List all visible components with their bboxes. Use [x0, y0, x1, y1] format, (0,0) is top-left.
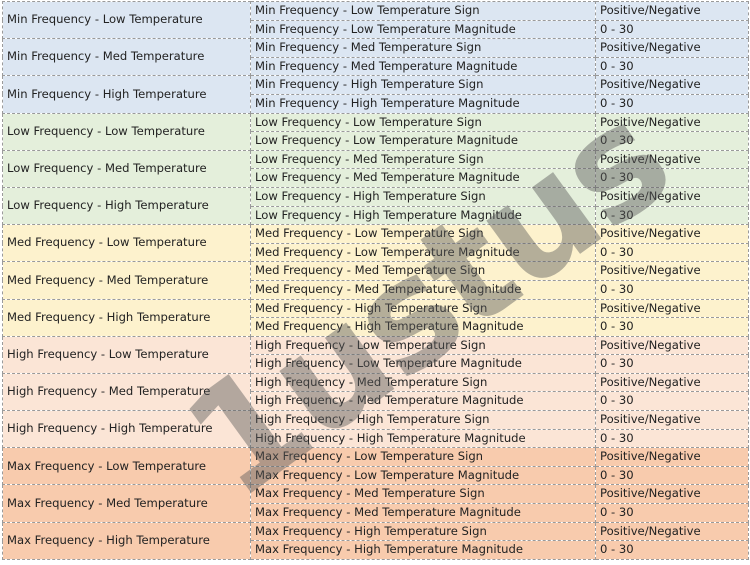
parameter-cell: Med Frequency - Low Temperature Sign: [250, 224, 596, 244]
parameter-cell: High Frequency - High Temperature Sign: [250, 410, 596, 430]
group-label-cell: Max Frequency - High Temperature: [2, 521, 251, 560]
value-range-cell: 0 - 30: [595, 279, 749, 300]
group-label-cell: Low Frequency - Low Temperature: [2, 112, 251, 151]
parameter-cell: Low Frequency - Med Temperature Magnitud…: [250, 168, 596, 188]
parameter-cell: Max Frequency - High Temperature Magnitu…: [250, 540, 596, 560]
value-range-cell: Positive/Negative: [595, 521, 749, 542]
parameter-cell: Med Frequency - High Temperature Sign: [250, 298, 596, 319]
value-range-cell: Positive/Negative: [595, 335, 749, 356]
parameter-cell: Med Frequency - Med Temperature Magnitud…: [250, 279, 596, 300]
group-label-cell: High Frequency - Low Temperature: [2, 335, 251, 374]
group-label-cell: Med Frequency - High Temperature: [2, 298, 251, 337]
parameter-cell: High Frequency - Low Temperature Sign: [250, 335, 596, 356]
group-label-cell: High Frequency - High Temperature: [2, 410, 251, 449]
value-range-cell: Positive/Negative: [595, 186, 749, 207]
group-label-cell: High Frequency - Med Temperature: [2, 372, 251, 412]
table-row: Low Frequency - Med Temperature Low Frequ…: [2, 149, 749, 188]
value-range-cell: Positive/Negative: [595, 224, 749, 244]
value-range-cell: 0 - 30: [595, 56, 749, 77]
group-label-cell: Min Frequency - Low Temperature: [2, 0, 251, 40]
parameter-cell: High Frequency - Med Temperature Sign: [250, 372, 596, 393]
value-range-cell: Positive/Negative: [595, 484, 749, 505]
parameter-cell: Max Frequency - Med Temperature Sign: [250, 484, 596, 505]
parameter-cell: Low Frequency - Low Temperature Magnitud…: [250, 131, 596, 151]
parameter-cell: High Frequency - Low Temperature Magnitu…: [250, 354, 596, 374]
parameter-cell: Low Frequency - Med Temperature Sign: [250, 149, 596, 170]
group-label-cell: Min Frequency - High Temperature: [2, 75, 251, 114]
value-range-cell: 0 - 30: [595, 540, 749, 560]
group-label-cell: Max Frequency - Low Temperature: [2, 447, 251, 486]
value-range-cell: Positive/Negative: [595, 298, 749, 319]
parameter-cell: Min Frequency - Med Temperature Magnitud…: [250, 56, 596, 77]
parameter-cell: Med Frequency - High Temperature Magnitu…: [250, 317, 596, 337]
group-label-cell: Med Frequency - Low Temperature: [2, 224, 251, 263]
parameter-cell: Max Frequency - High Temperature Sign: [250, 521, 596, 542]
group-label-cell: Low Frequency - Med Temperature: [2, 149, 251, 188]
value-range-cell: 0 - 30: [595, 428, 749, 449]
value-range-cell: Positive/Negative: [595, 75, 749, 95]
value-range-cell: Positive/Negative: [595, 261, 749, 281]
table-row: Med Frequency - High Temperature Med Freq…: [2, 298, 749, 337]
group-label-cell: Med Frequency - Med Temperature: [2, 261, 251, 300]
value-range-cell: 0 - 30: [595, 205, 749, 226]
value-range-cell: Positive/Negative: [595, 410, 749, 430]
value-range-cell: Positive/Negative: [595, 447, 749, 467]
parameter-cell: Max Frequency - Low Temperature Sign: [250, 447, 596, 467]
table-row: Min Frequency - High Temperature Min Freq…: [2, 75, 749, 114]
value-range-cell: 0 - 30: [595, 131, 749, 151]
parameter-cell: Med Frequency - Low Temperature Magnitud…: [250, 242, 596, 263]
table-row: Max Frequency - High Temperature Max Freq…: [2, 521, 749, 560]
parameter-cell: High Frequency - High Temperature Magnit…: [250, 428, 596, 449]
value-range-cell: 0 - 30: [595, 93, 749, 114]
table-row: High Frequency - High Temperature High Fr…: [2, 410, 749, 449]
parameter-cell: High Frequency - Med Temperature Magnitu…: [250, 391, 596, 412]
table-row: Low Frequency - Low Temperature Low Frequ…: [2, 112, 749, 151]
value-range-cell: Positive/Negative: [595, 38, 749, 58]
parameter-cell: Min Frequency - Low Temperature Sign: [250, 1, 596, 21]
value-range-cell: 0 - 30: [595, 168, 749, 188]
value-range-cell: 0 - 30: [595, 242, 749, 263]
table-row: Min Frequency - Low Temperature Min Frequ…: [2, 0, 749, 40]
table-row: High Frequency - Med Temperature High Fre…: [2, 372, 749, 412]
parameter-cell: Min Frequency - Low Temperature Magnitud…: [250, 19, 596, 40]
value-range-cell: Positive/Negative: [595, 1, 749, 21]
table-row: High Frequency - Med Temperature Magnitu…: [2, 391, 749, 412]
table-row: Low Frequency - High Temperature Low Freq…: [2, 186, 749, 226]
table-row: Max Frequency - Low Temperature Max Frequ…: [2, 447, 749, 486]
parameter-cell: Low Frequency - Low Temperature Sign: [250, 112, 596, 133]
parameter-cell: Max Frequency - Med Temperature Magnitud…: [250, 503, 596, 523]
table-row: High Frequency - Low Temperature High Fre…: [2, 335, 749, 374]
value-range-cell: Positive/Negative: [595, 112, 749, 133]
group-label-cell: Low Frequency - High Temperature: [2, 186, 251, 226]
table-row: Med Frequency - Low Temperature Med Frequ…: [2, 224, 749, 263]
parameter-cell: Min Frequency - High Temperature Magnitu…: [250, 93, 596, 114]
table-row: Max Frequency - Med Temperature Max Frequ…: [2, 484, 749, 523]
group-label-cell: Max Frequency - Med Temperature: [2, 484, 251, 523]
table-row: Min Frequency - Med Temperature Min Frequ…: [2, 38, 749, 77]
parameter-cell: Min Frequency - High Temperature Sign: [250, 75, 596, 95]
group-label-cell: Min Frequency - Med Temperature: [2, 38, 251, 77]
value-range-cell: 0 - 30: [595, 354, 749, 374]
parameter-cell: Max Frequency - Low Temperature Magnitud…: [250, 465, 596, 486]
value-range-cell: 0 - 30: [595, 503, 749, 523]
value-range-cell: Positive/Negative: [595, 372, 749, 393]
value-range-cell: Positive/Negative: [595, 149, 749, 170]
parameter-cell: Low Frequency - High Temperature Magnitu…: [250, 205, 596, 226]
value-range-cell: 0 - 30: [595, 317, 749, 337]
value-range-cell: 0 - 30: [595, 19, 749, 40]
parameter-cell: Low Frequency - High Temperature Sign: [250, 186, 596, 207]
parameter-cell: Med Frequency - Med Temperature Sign: [250, 261, 596, 281]
parameter-cell: Min Frequency - Med Temperature Sign: [250, 38, 596, 58]
value-range-cell: 0 - 30: [595, 465, 749, 486]
value-range-cell: 0 - 30: [595, 391, 749, 412]
table-row: Med Frequency - Med Temperature Med Frequ…: [2, 261, 749, 300]
